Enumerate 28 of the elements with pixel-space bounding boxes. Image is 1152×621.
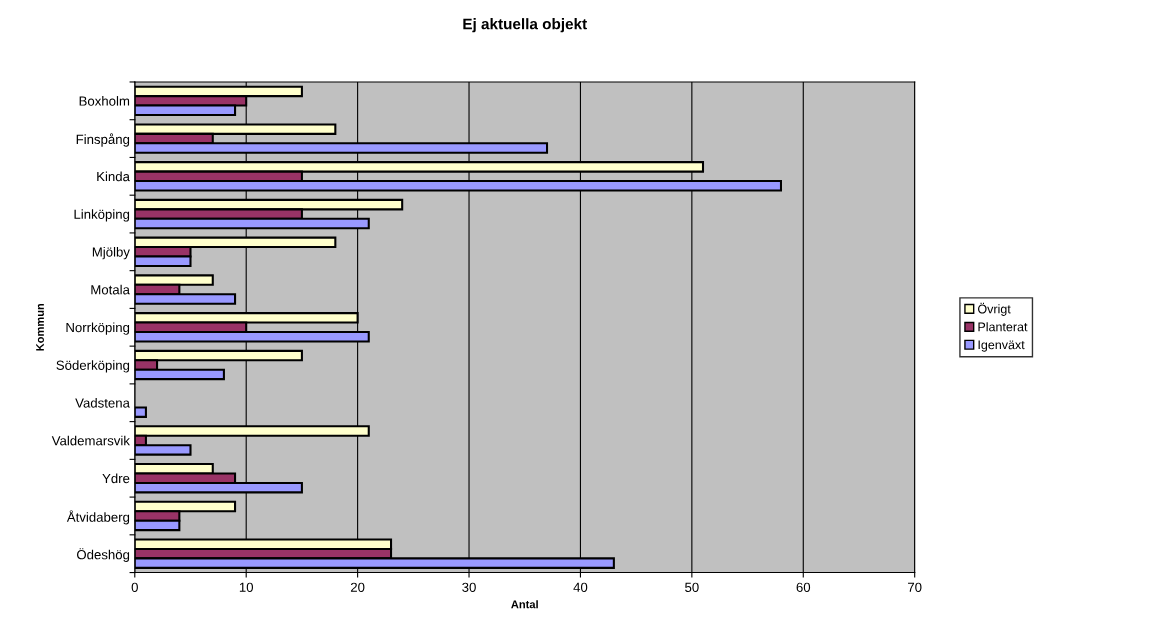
legend-label: Planterat: [978, 322, 1028, 332]
bar: [134, 406, 147, 418]
x-tick-label: 0: [131, 582, 138, 592]
x-tick-label: 60: [796, 582, 811, 592]
y-tick-label: Norrköping: [66, 322, 130, 335]
chart-title: Ej aktuella objekt: [463, 18, 587, 33]
y-tick-label: Ydre: [102, 473, 130, 484]
x-tick-label: 70: [908, 582, 922, 592]
x-tick-label: 50: [685, 582, 699, 592]
x-tick-label: 30: [462, 582, 476, 592]
x-tick-label: 40: [573, 582, 588, 592]
y-tick-label: Mjölby: [92, 247, 130, 260]
x-tick-label: 10: [239, 582, 254, 592]
y-tick-label: Finspång: [76, 133, 130, 147]
legend-label: Övrigt: [978, 302, 1011, 316]
y-tick-label: Linköping: [74, 209, 130, 222]
y-tick-label: Åtvidaberg: [66, 510, 130, 525]
y-tick-label: Söderköping: [56, 360, 130, 373]
y-tick-label: Kinda: [97, 171, 130, 182]
legend-label: Igenväxt: [978, 340, 1025, 352]
y-tick-label: Ödeshög: [77, 548, 130, 562]
y-tick-label: Motala: [91, 284, 130, 295]
y-tick-label: Valdemarsvik: [51, 435, 130, 446]
x-tick-label: 20: [350, 582, 365, 592]
y-tick-label: Boxholm: [79, 96, 130, 106]
y-axis-title: Kommun: [36, 303, 44, 351]
y-tick-label: Vadstena: [75, 397, 130, 408]
x-axis-title: Antal: [511, 600, 538, 609]
